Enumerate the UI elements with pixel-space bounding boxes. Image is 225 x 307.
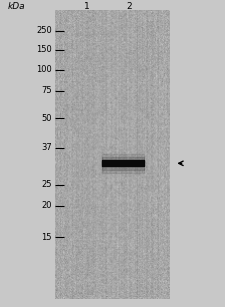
Text: 37: 37 (41, 143, 52, 153)
Text: 50: 50 (41, 114, 52, 123)
Text: 150: 150 (36, 45, 52, 54)
Text: 20: 20 (41, 201, 52, 210)
Text: 2: 2 (126, 2, 132, 11)
Text: kDa: kDa (8, 2, 25, 11)
Text: 1: 1 (84, 2, 90, 11)
Text: 100: 100 (36, 65, 52, 74)
Text: 250: 250 (36, 26, 52, 35)
Text: 25: 25 (41, 180, 52, 189)
Bar (102, 154, 144, 173)
Bar (102, 160, 144, 166)
Text: 75: 75 (41, 86, 52, 95)
Bar (102, 157, 144, 170)
Text: 15: 15 (41, 232, 52, 242)
